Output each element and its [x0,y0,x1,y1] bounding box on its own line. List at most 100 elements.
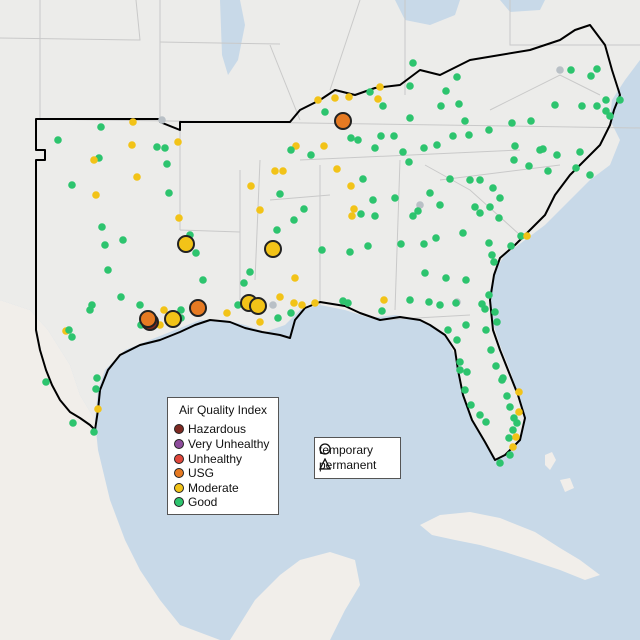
monitor-dot[interactable] [318,246,326,254]
monitor-dot[interactable] [503,392,511,400]
monitor-dot[interactable] [321,108,329,116]
monitor-dot[interactable] [93,374,101,382]
monitor-dot[interactable] [453,73,461,81]
monitor-dot[interactable] [364,242,372,250]
monitor-dot[interactable] [456,358,464,366]
monitor-dot[interactable] [463,368,471,376]
monitor-dot[interactable] [374,95,382,103]
monitor-dot[interactable] [90,428,98,436]
monitor-dot[interactable] [493,318,501,326]
monitor-dot[interactable] [160,306,168,314]
monitor-dot[interactable] [476,176,484,184]
monitor-dot[interactable] [446,175,454,183]
monitor-dot[interactable] [256,318,264,326]
monitor-dot[interactable] [287,309,295,317]
monitor-dot[interactable] [576,148,584,156]
monitor-dot[interactable] [279,167,287,175]
monitor-dot[interactable] [273,226,281,234]
monitor-dot[interactable] [333,165,341,173]
monitor-dot[interactable] [88,301,96,309]
monitor-dot[interactable] [456,366,464,374]
monitor-dot[interactable] [511,142,519,150]
monitor-dot[interactable] [397,240,405,248]
monitor-dot[interactable] [298,301,306,309]
monitor-dot[interactable] [436,201,444,209]
monitor-dot[interactable] [90,156,98,164]
monitor-dot[interactable] [158,116,166,124]
monitor-dot[interactable] [416,201,424,209]
monitor-dot[interactable] [348,212,356,220]
monitor-dot[interactable] [462,321,470,329]
monitor-dot[interactable] [476,209,484,217]
monitor-dot[interactable] [485,126,493,134]
monitor-dot[interactable] [517,232,525,240]
monitor-dot[interactable] [346,248,354,256]
monitor-dot[interactable] [366,88,374,96]
monitor-dot[interactable] [223,309,231,317]
monitor-dot[interactable] [523,232,531,240]
monitor-dot[interactable] [508,119,516,127]
monitor-dot[interactable] [406,82,414,90]
monitor-dot[interactable] [376,83,384,91]
monitor-dot[interactable] [92,191,100,199]
monitor-dot[interactable] [420,240,428,248]
monitor-dot[interactable] [347,182,355,190]
monitor-dot[interactable] [462,276,470,284]
monitor-dot[interactable] [314,96,322,104]
monitor-dot[interactable] [399,148,407,156]
monitor-dot[interactable] [426,189,434,197]
monitor-dot[interactable] [587,72,595,80]
monitor-dot[interactable] [593,102,601,110]
monitor-dot[interactable] [455,100,463,108]
monitor-dot[interactable] [390,132,398,140]
monitor-dot[interactable] [409,212,417,220]
monitor-dot[interactable] [192,249,200,257]
monitor-dot[interactable] [602,107,610,115]
monitor-dot[interactable] [452,299,460,307]
monitor-dot[interactable] [506,451,514,459]
monitor-dot[interactable] [311,299,319,307]
monitor-dot[interactable] [128,141,136,149]
monitor-dot[interactable] [432,234,440,242]
monitor-dot[interactable] [544,167,552,175]
monitor-dot[interactable] [476,411,484,419]
monitor-dot[interactable] [553,151,561,159]
monitor-dot[interactable] [345,93,353,101]
monitor-dot[interactable] [98,223,106,231]
monitor-dot[interactable] [459,229,467,237]
monitor-dot[interactable] [54,136,62,144]
monitor-dot[interactable] [510,156,518,164]
monitor-dot[interactable] [482,326,490,334]
monitor-dot[interactable] [572,164,580,172]
monitor-dot[interactable] [347,134,355,142]
monitor-dot[interactable] [425,298,433,306]
monitor-dot[interactable] [246,268,254,276]
monitor-dot[interactable] [593,65,601,73]
monitor-dot[interactable] [271,167,279,175]
monitor-dot[interactable] [515,388,523,396]
monitor-dot[interactable] [300,205,308,213]
monitor-dot[interactable] [499,374,507,382]
monitor-dot[interactable] [506,403,514,411]
monitor-dot[interactable] [567,66,575,74]
monitor-dot[interactable] [556,66,564,74]
monitor-dot[interactable] [378,307,386,315]
monitor-dot[interactable] [486,203,494,211]
monitor-dot[interactable] [602,96,610,104]
monitor-dot[interactable] [68,333,76,341]
monitor-dot[interactable] [291,274,299,282]
monitor-dot[interactable] [129,118,137,126]
monitor-dot[interactable] [161,144,169,152]
monitor-dot[interactable] [505,434,513,442]
monitor-dot[interactable] [119,236,127,244]
monitor-dot[interactable] [496,459,504,467]
monitor-dot[interactable] [471,203,479,211]
monitor-dot[interactable] [551,101,559,109]
monitor-dot[interactable] [466,176,474,184]
monitor-dot[interactable] [453,336,461,344]
monitor-dot[interactable] [247,182,255,190]
monitor-dot[interactable] [377,132,385,140]
monitor-dot[interactable] [174,138,182,146]
monitor-dot[interactable] [578,102,586,110]
